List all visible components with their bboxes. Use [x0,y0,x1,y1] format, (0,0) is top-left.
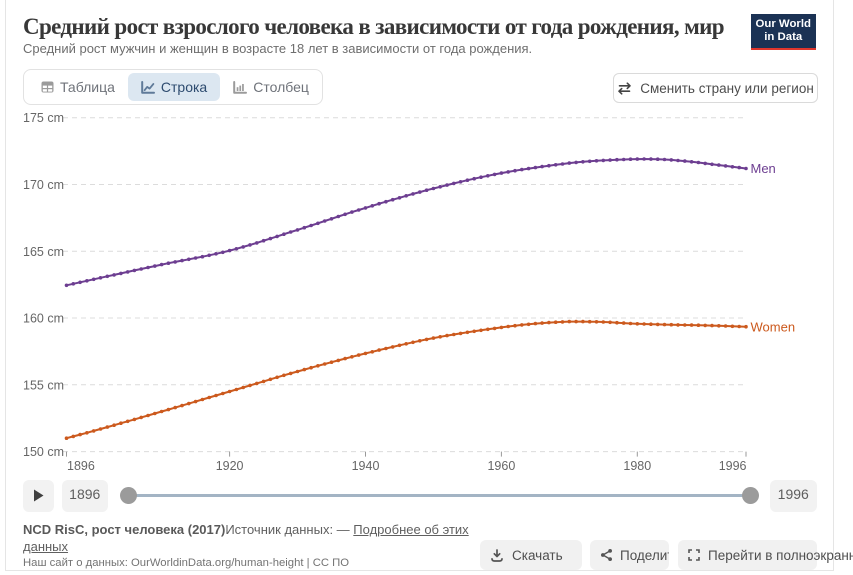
svg-text:170 cm: 170 cm [23,178,64,192]
svg-text:1996: 1996 [719,459,747,473]
svg-text:160 cm: 160 cm [23,312,64,326]
svg-text:150 cm: 150 cm [23,445,64,459]
svg-text:165 cm: 165 cm [23,245,64,259]
svg-text:1920: 1920 [216,459,244,473]
svg-text:155 cm: 155 cm [23,378,64,392]
svg-text:Women: Women [751,319,796,334]
svg-text:1896: 1896 [67,459,95,473]
svg-text:1940: 1940 [352,459,380,473]
svg-text:1960: 1960 [487,459,515,473]
svg-text:175 cm: 175 cm [23,111,64,125]
svg-text:1980: 1980 [623,459,651,473]
svg-text:Men: Men [751,161,776,176]
